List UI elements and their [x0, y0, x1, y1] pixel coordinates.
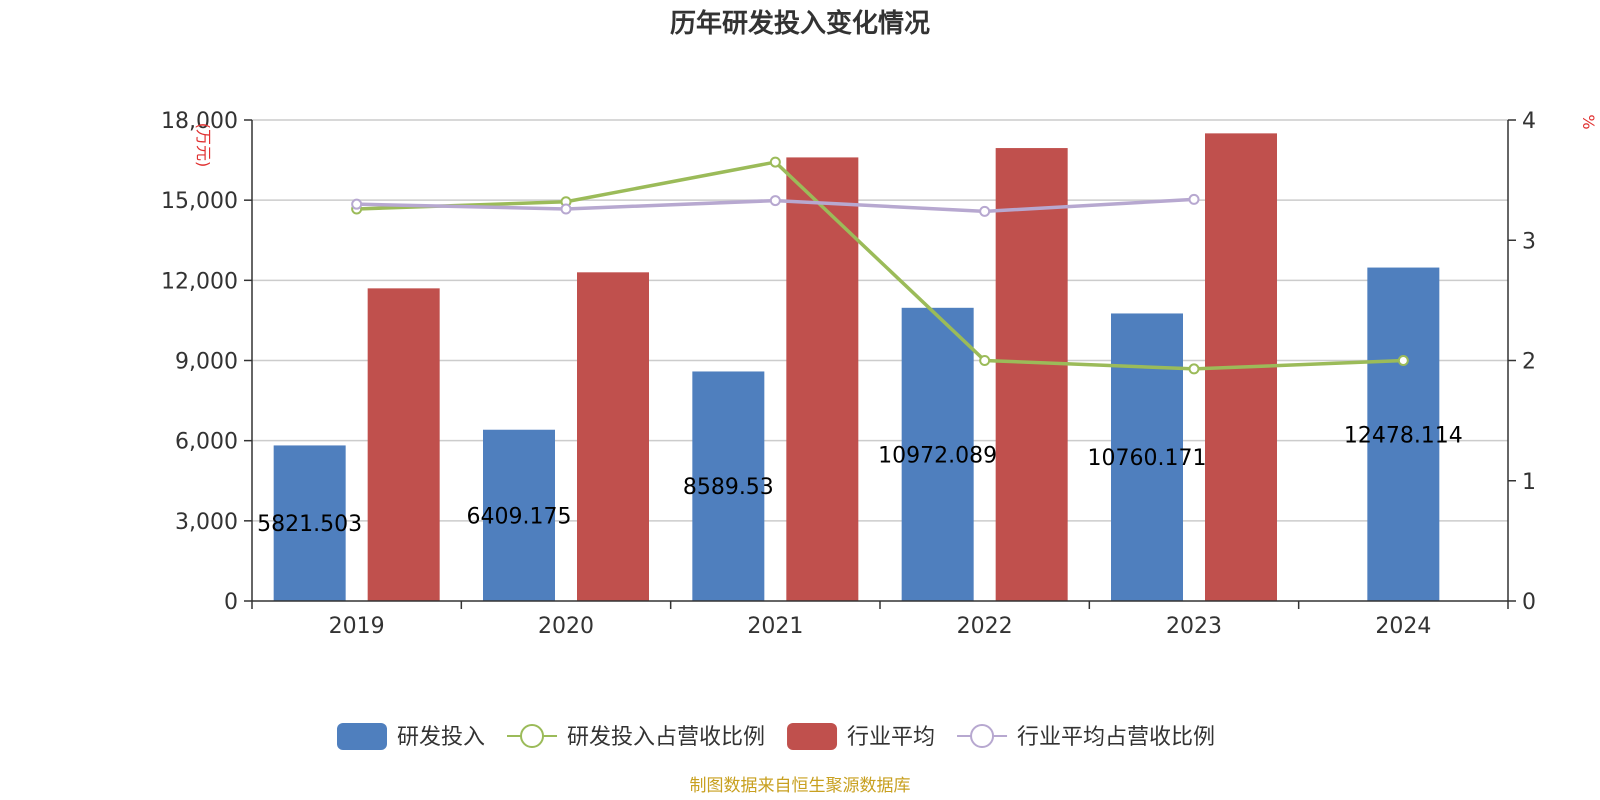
bar-研发投入	[1111, 313, 1183, 601]
x-tick-label: 2020	[538, 614, 594, 639]
right-tick-label: 3	[1522, 229, 1536, 254]
legend-label: 行业平均占营收比例	[1017, 725, 1215, 750]
chart-title: 历年研发投入变化情况	[670, 8, 930, 39]
x-tick-label: 2024	[1375, 614, 1431, 639]
point-行业平均占营收比例	[560, 203, 572, 215]
source-note: 制图数据来自恒生聚源数据库	[690, 776, 911, 796]
point-研发投入占营收比例	[979, 355, 991, 366]
left-tick-label: 18,000	[161, 109, 238, 134]
legend-swatch	[337, 723, 387, 750]
bar-行业平均	[577, 272, 649, 601]
bar-研发投入	[901, 307, 974, 601]
point-行业平均占营收比例	[979, 205, 991, 217]
right-tick-label: 2	[1522, 350, 1536, 375]
left-tick-label: 3,000	[175, 510, 238, 535]
point-行业平均占营收比例	[769, 195, 781, 207]
point-行业平均占营收比例	[351, 198, 363, 210]
bar-行业平均	[367, 288, 440, 601]
bar-data-label: 5821.503	[257, 512, 362, 537]
x-tick-label: 2023	[1166, 614, 1222, 639]
legend-swatch-marker	[970, 724, 995, 748]
bar-data-label: 10760.171	[1088, 446, 1207, 471]
point-行业平均占营收比例	[1188, 193, 1200, 205]
left-tick-label: 15,000	[161, 189, 238, 214]
x-tick-label: 2019	[329, 614, 385, 639]
series-lines	[351, 156, 1409, 375]
right-axis-unit: %	[1579, 114, 1598, 129]
x-tick-label: 2022	[957, 614, 1013, 639]
bar-data-label: 10972.089	[878, 443, 997, 468]
right-tick-label: 4	[1522, 109, 1536, 134]
grid-lines	[252, 119, 1508, 522]
bar-行业平均	[786, 157, 859, 601]
legend-label: 研发投入	[397, 725, 485, 750]
legend-swatch-marker	[520, 724, 545, 748]
left-tick-label: 12,000	[161, 269, 238, 294]
point-研发投入占营收比例	[1397, 355, 1409, 366]
left-axis-unit: (万元)	[194, 123, 213, 168]
point-研发投入占营收比例	[769, 156, 781, 168]
legend-label: 行业平均	[847, 725, 935, 750]
legend-swatch	[787, 723, 838, 750]
point-研发投入占营收比例	[1188, 363, 1200, 375]
right-tick-label: 1	[1522, 470, 1536, 495]
legend-label: 研发投入占营收比例	[567, 725, 765, 750]
bars	[273, 133, 1440, 601]
bar-研发投入	[483, 429, 555, 601]
left-tick-label: 6,000	[175, 430, 238, 455]
data-labels: 5821.503 6409.175 8589.53 10972.089 10760.17…	[257, 423, 1463, 537]
bar-研发投入	[692, 371, 765, 601]
right-tick-label: 0	[1522, 590, 1536, 615]
bar-data-label: 12478.114	[1344, 423, 1463, 448]
bar-data-label: 6409.175	[467, 504, 572, 529]
bar-行业平均	[995, 148, 1068, 601]
legend: 研发投入 研发投入占营收比例 行业平均 行业平均占营收比例	[337, 723, 1215, 750]
bar-研发投入	[1367, 267, 1440, 601]
bar-研发投入	[273, 445, 346, 601]
bar-data-label: 8589.53	[683, 475, 774, 500]
line-研发投入占营收比例	[356, 160, 1404, 371]
axes: 0 3,000 6,000 9,000 12,000 15,000 18,000 0 1 2 3 4 2…	[161, 109, 1598, 639]
left-tick-label: 9,000	[175, 350, 238, 375]
x-tick-label: 2021	[747, 614, 803, 639]
left-tick-label: 0	[224, 590, 238, 615]
